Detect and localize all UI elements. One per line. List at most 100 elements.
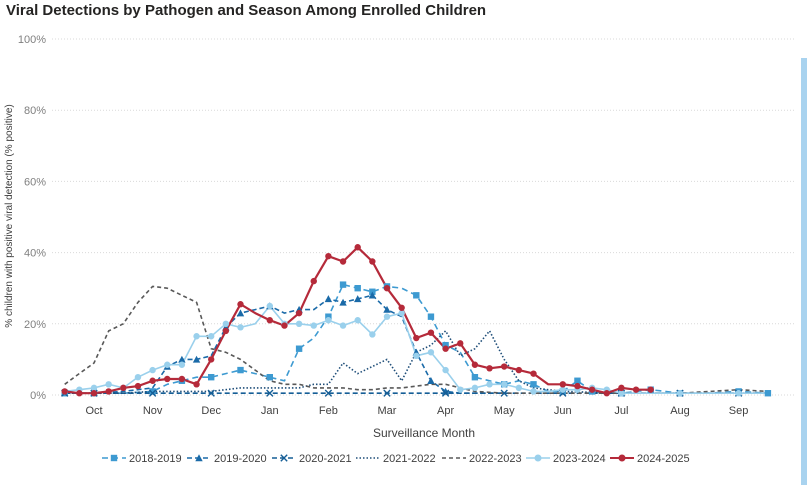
data-point-2023-2024 — [383, 313, 391, 320]
data-point-2023-2024 — [237, 324, 244, 331]
data-point-2020-2021 — [207, 389, 215, 397]
data-point-2024-2025 — [266, 317, 273, 324]
data-point-2023-2024 — [530, 388, 537, 395]
data-point-2019-2020 — [178, 355, 186, 363]
series-lines[interactable] — [64, 246, 768, 395]
data-point-2020-2021 — [500, 389, 508, 397]
data-point-2024-2025 — [120, 384, 127, 392]
x-tick-label: Oct — [85, 405, 102, 417]
data-point-2024-2025 — [574, 382, 581, 390]
data-point-2024-2025 — [515, 366, 523, 374]
x-tick-label: Aug — [670, 405, 690, 417]
data-point-2023-2024 — [559, 386, 566, 393]
x-tick-label: Jul — [614, 405, 628, 417]
legend-item-2021-2022[interactable]: 2021-2022 — [356, 453, 436, 465]
y-tick-label: 80% — [24, 105, 46, 117]
data-point-2024-2025 — [383, 285, 391, 292]
data-point-2023-2024 — [501, 381, 508, 388]
data-point-2024-2025 — [325, 252, 332, 260]
data-point-2024-2025 — [398, 304, 405, 311]
data-point-2020-2021 — [148, 389, 157, 397]
data-point-2023-2024 — [427, 349, 435, 356]
data-point-2023-2024 — [266, 302, 273, 310]
data-point-2020-2021 — [266, 389, 274, 397]
data-point-2023-2024 — [369, 331, 376, 338]
legend-label: 2018-2019 — [129, 453, 182, 465]
data-point-2019-2020 — [368, 291, 377, 299]
data-point-2018-2019 — [208, 374, 215, 381]
series-line-2019-2020[interactable] — [64, 294, 505, 394]
data-point-2018-2019 — [471, 374, 479, 381]
series-markers[interactable] — [61, 244, 772, 397]
data-point-2024-2025 — [149, 377, 156, 384]
legend-marker — [195, 454, 203, 462]
scroll-edge-bar — [801, 58, 807, 485]
data-point-2024-2025 — [178, 375, 186, 383]
data-point-2024-2025 — [588, 386, 596, 393]
legend[interactable]: 2018-2019 2019-2020 2020-2021 2021-2022 2022… — [102, 453, 690, 465]
data-point-2019-2020 — [192, 355, 201, 363]
legend-marker — [534, 454, 542, 462]
data-point-2023-2024 — [486, 381, 493, 388]
series-line-2022-2023[interactable] — [64, 285, 768, 394]
data-point-2024-2025 — [295, 309, 303, 317]
x-tick-label: Jun — [554, 405, 572, 417]
x-tick-label: Feb — [319, 405, 338, 417]
data-point-2023-2024 — [178, 361, 186, 368]
data-point-2023-2024 — [325, 317, 332, 324]
data-point-2018-2019 — [764, 390, 772, 397]
data-point-2023-2024 — [164, 361, 171, 368]
data-point-2018-2019 — [413, 292, 420, 299]
data-point-2024-2025 — [501, 363, 508, 370]
data-point-2023-2024 — [398, 309, 405, 317]
data-point-2024-2025 — [61, 388, 68, 395]
data-point-2023-2024 — [134, 374, 142, 381]
data-point-2024-2025 — [134, 382, 142, 390]
chart-title: Viral Detections by Pathogen and Season … — [6, 2, 487, 19]
data-point-2023-2024 — [413, 352, 420, 360]
legend-item-2018-2019[interactable]: 2018-2019 — [102, 453, 182, 465]
data-point-2018-2019 — [295, 345, 303, 352]
data-point-2019-2020 — [441, 387, 450, 395]
x-axis-title: Surveillance Month — [373, 426, 475, 440]
series-line-2021-2022[interactable] — [64, 330, 768, 394]
legend-item-2019-2020[interactable]: 2019-2020 — [187, 453, 267, 465]
data-point-2023-2024 — [193, 333, 200, 340]
data-point-2024-2025 — [413, 334, 420, 342]
legend-label: 2019-2020 — [214, 453, 267, 465]
data-point-2024-2025 — [647, 386, 654, 393]
x-tick-label: Dec — [201, 405, 221, 417]
legend-item-2022-2023[interactable]: 2022-2023 — [442, 453, 522, 465]
legend-item-2023-2024[interactable]: 2023-2024 — [526, 453, 606, 465]
data-point-2019-2020 — [354, 295, 362, 303]
data-point-2023-2024 — [90, 384, 98, 392]
gridlines — [52, 38, 795, 396]
data-point-2023-2024 — [354, 317, 361, 324]
x-tick-label: Sep — [729, 405, 749, 417]
data-point-2024-2025 — [193, 381, 200, 388]
data-point-2019-2020 — [339, 298, 347, 306]
y-tick-label: 20% — [24, 319, 46, 331]
legend-item-2020-2021[interactable]: 2020-2021 — [272, 453, 352, 465]
data-point-2023-2024 — [222, 320, 230, 327]
data-point-2020-2021 — [383, 389, 391, 397]
data-point-2024-2025 — [559, 381, 566, 388]
legend-label: 2023-2024 — [553, 453, 606, 465]
data-point-2024-2025 — [618, 384, 625, 392]
data-point-2024-2025 — [457, 340, 464, 347]
legend-marker — [110, 454, 118, 462]
legend-label: 2024-2025 — [637, 453, 690, 465]
data-point-2024-2025 — [222, 327, 230, 335]
data-point-2023-2024 — [515, 384, 523, 392]
legend-label: 2022-2023 — [469, 453, 522, 465]
data-point-2024-2025 — [632, 386, 640, 393]
x-axis-ticks: Oct Nov Dec Jan Feb Mar Apr May Jun Jul Aug Sep — [85, 405, 748, 417]
data-point-2018-2019 — [442, 341, 449, 349]
legend-item-2024-2025[interactable]: 2024-2025 — [610, 453, 690, 465]
x-tick-label: May — [494, 405, 515, 417]
y-tick-label: 60% — [24, 176, 46, 188]
data-point-2019-2020 — [236, 309, 245, 317]
data-point-2023-2024 — [676, 390, 684, 397]
data-point-2018-2019 — [530, 381, 537, 388]
